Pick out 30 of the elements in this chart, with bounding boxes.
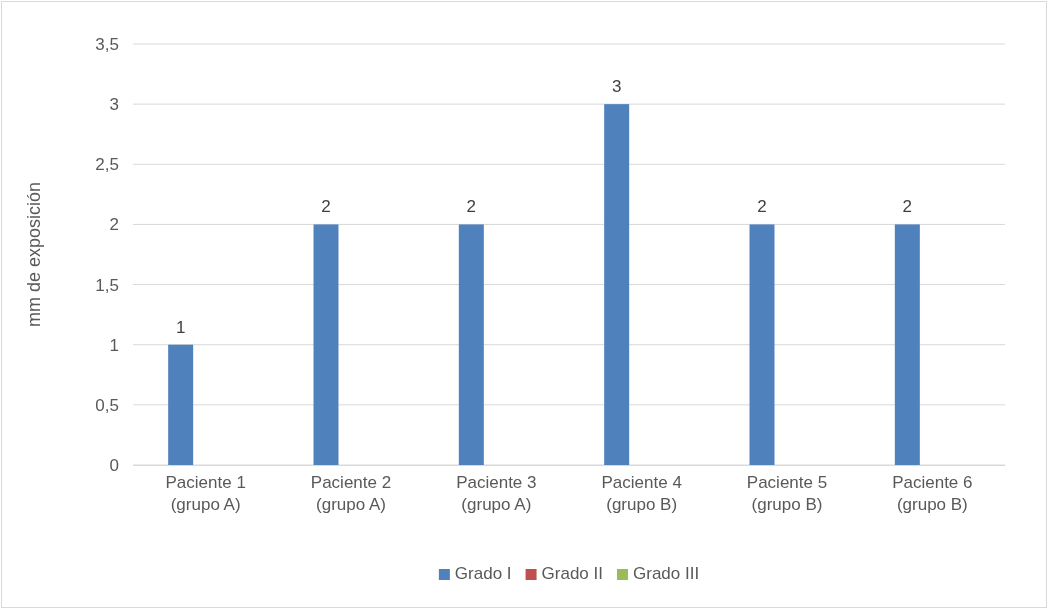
data-label: 2 (321, 197, 331, 217)
x-tick-label: Paciente 6 (grupo B) (892, 473, 973, 514)
x-tick-label: Paciente 4 (grupo B) (601, 473, 682, 514)
y-tick-label: 1 (109, 335, 119, 355)
x-tick-label: Paciente 2 (grupo A) (310, 473, 392, 514)
data-label: 3 (611, 77, 622, 97)
y-tick-label: 0,5 (95, 395, 119, 415)
legend-label: Grado II (541, 564, 603, 583)
data-label: 2 (466, 197, 477, 217)
y-axis-title: mm de exposición (24, 181, 44, 328)
data-label: 2 (757, 197, 767, 217)
bar (604, 104, 630, 465)
x-tick-label: Paciente 3 (grupo A) (456, 473, 537, 514)
x-tick-label: Paciente 5 (grupo B) (746, 473, 828, 514)
legend-label: Grado I (454, 564, 512, 583)
y-tick-label: 0 (109, 455, 119, 475)
data-label: 1 (175, 317, 186, 337)
y-tick-label: 1,5 (95, 275, 119, 295)
y-tick-label: 2 (109, 215, 119, 235)
bar (894, 224, 920, 465)
y-tick-label: 3,5 (95, 34, 119, 54)
y-tick-label: 3 (109, 95, 119, 115)
bar (458, 224, 484, 465)
bar (168, 344, 194, 465)
y-tick-label: 2,5 (95, 155, 119, 175)
bar (749, 224, 775, 465)
data-label: 2 (902, 197, 913, 217)
x-tick-label: Paciente 1 (grupo A) (165, 473, 246, 514)
bar (313, 224, 339, 465)
legend-label: Grado III (632, 564, 700, 583)
